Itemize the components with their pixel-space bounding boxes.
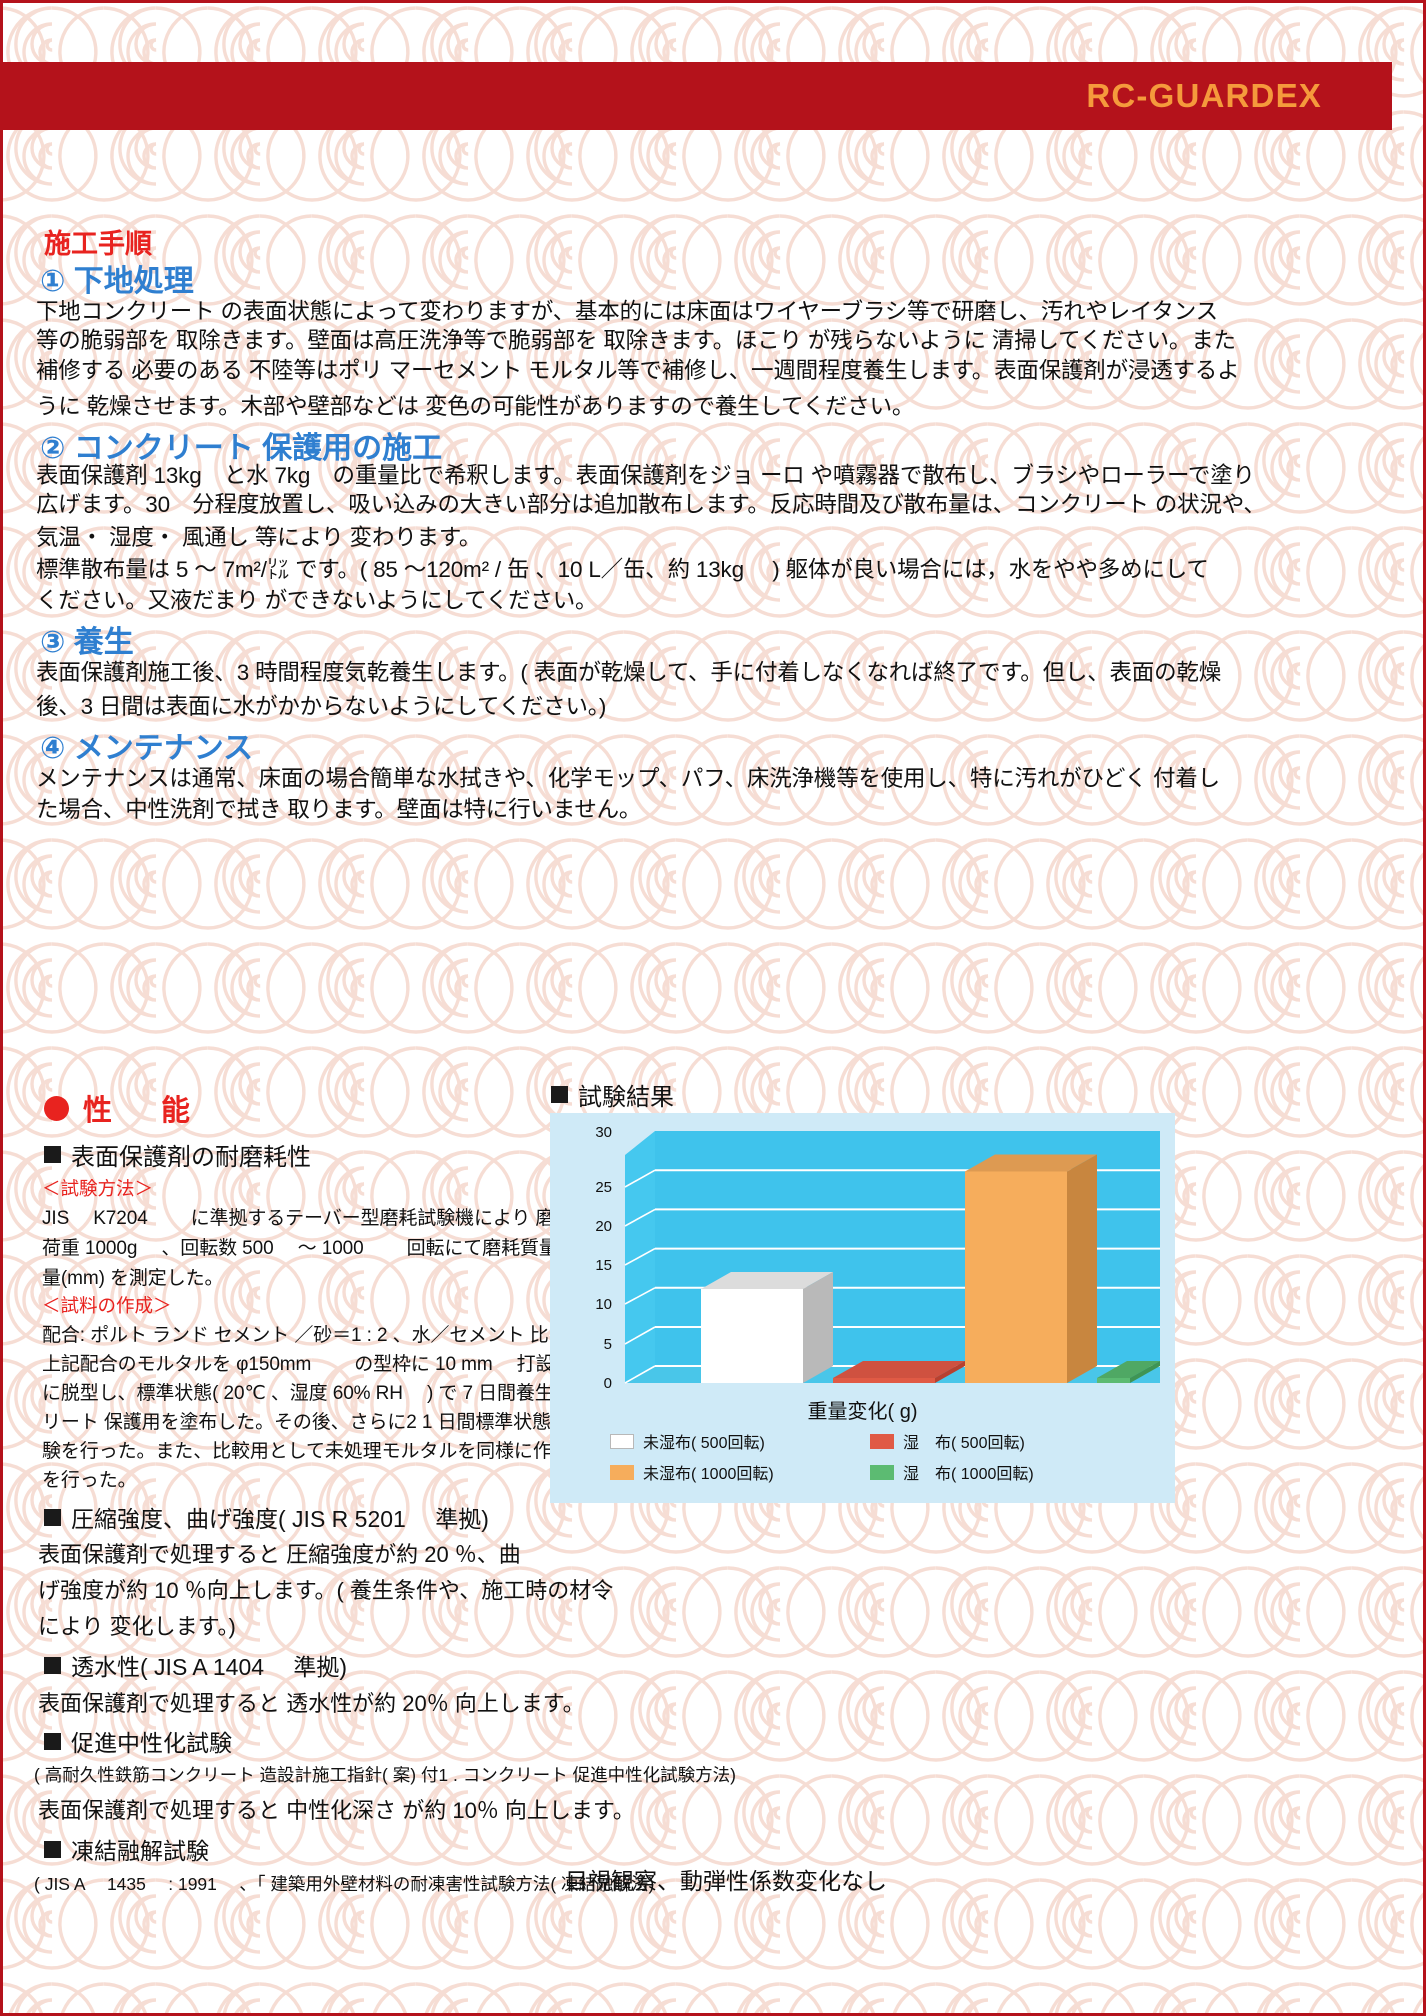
legend-label-1: 湿 布( 500回転) — [903, 1435, 1025, 1452]
y-tick-5: 5 — [604, 1336, 612, 1353]
legend-swatch-orange — [610, 1464, 634, 1480]
step-1-line-1: 下地コンクリート の表面状態によって変わりますが、基本的には床面はワイヤーブラシ… — [36, 299, 1218, 324]
step-2-line-3: 気温・ 湿度・ 風通し 等により 変わります。 — [36, 525, 482, 550]
step-1-line-4: うに 乾燥させます。木部や壁部などは 変色の可能性がありますので養生してください… — [36, 394, 915, 419]
square-bullet-icon — [44, 1840, 61, 1858]
permeability-line-1: 表面保護剤で処理すると 透水性が約 20％ 向上します。 — [38, 1691, 585, 1716]
legend-swatch-red — [870, 1433, 894, 1449]
legend-swatch-white — [610, 1433, 634, 1449]
square-bullet-icon — [44, 1146, 61, 1163]
legend-item-2: 未湿布( 1000回転) — [610, 1460, 870, 1484]
legend-swatch-green — [870, 1464, 894, 1480]
bar-mishifu-1000 — [965, 1154, 1097, 1383]
legend-item-3: 湿 布( 1000回転) — [870, 1460, 1130, 1484]
legend-label-0: 未湿布( 500回転) — [643, 1435, 765, 1452]
performance-title: 性 能 — [83, 1095, 201, 1127]
y-tick-30: 30 — [595, 1124, 612, 1141]
bar-mishifu-500 — [701, 1272, 833, 1383]
strength-line-2: げ強度が約 10 ％向上します。( 養生条件や、施工時の材令 — [38, 1578, 614, 1603]
legend-item-1: 湿 布( 500回転) — [870, 1429, 1130, 1453]
strength-heading: 圧縮強度、曲げ強度( JIS R 5201 準拠) — [44, 1500, 489, 1534]
square-bullet-icon — [44, 1732, 61, 1750]
step-2-line-5: ください。又液だまり ができないようにしてください。 — [36, 588, 598, 613]
step-2-line-2: 広げます。30 分程度放置し、吸い込みの大きい部分は追加散布します。反応時間及び… — [36, 492, 1266, 517]
square-bullet-icon — [44, 1656, 61, 1674]
freeze-thaw-note: ( JIS A 1435 : 1991 、「 建築用外壁材料の耐凍害性試験方法(… — [34, 1874, 655, 1894]
legend-item-0: 未湿布( 500回転) — [610, 1429, 870, 1453]
sample-prep-line-1: 配合: ポルト ランド セメント ／砂＝1 : 2 、水／セメント 比＝ 65 … — [42, 1325, 618, 1346]
square-bullet-icon — [44, 1508, 61, 1526]
strength-line-1: 表面保護剤で処理すると 圧縮強度が約 20 ％、曲 — [38, 1542, 521, 1567]
step-4-line-2: た場合、中性洗剤で拭き 取ります。壁面は特に行いません。 — [36, 797, 642, 822]
legend-label-3: 湿 布( 1000回転) — [903, 1466, 1034, 1483]
square-bullet-icon — [551, 1086, 568, 1103]
freeze-thaw-result: 目視観察、動弾性係数変化なし — [565, 1868, 887, 1894]
chart-section-heading: 試験結果 — [551, 1077, 674, 1112]
y-tick-10: 10 — [595, 1296, 612, 1313]
step-4-line-1: メンテナンスは通常、床面の場合簡単な水拭きや、化学モップ、パフ、床洗浄機等を使用… — [36, 766, 1220, 791]
permeability-heading: 透水性( JIS A 1404 準拠) — [44, 1648, 347, 1682]
y-tick-20: 20 — [595, 1218, 612, 1235]
chart-legend: 未湿布( 500回転) 湿 布( 500回転) 未湿布( 1000回転) 湿 布… — [610, 1429, 1130, 1484]
test-results-chart: 30 25 20 15 10 5 0 — [550, 1113, 1175, 1503]
step-1-line-2: 等の脆弱部を 取除きます。壁面は高圧洗浄等で脆弱部を 取除きます。ほこり が残ら… — [36, 328, 1236, 353]
step-3-line-1: 表面保護剤施工後、3 時間程度気乾養生します。( 表面が乾燥して、手に付着しなく… — [36, 660, 1222, 685]
step-2-line-1: 表面保護剤 13kg と水 7kg の重量比で希釈します。表面保護剤をジョ ーロ… — [36, 463, 1255, 488]
performance-heading: 性 能 — [44, 1087, 200, 1129]
freeze-thaw-heading: 凍結融解試験 — [44, 1832, 209, 1866]
carbonation-line-1: 表面保護剤で処理すると 中性化深さ が約 10％ 向上します。 — [38, 1798, 635, 1823]
test-method-label: ＜試験方法＞ — [42, 1178, 154, 1199]
legend-label-2: 未湿布( 1000回転) — [643, 1466, 774, 1483]
sample-prep-line-6: を行った。 — [42, 1470, 137, 1491]
sample-prep-label: ＜試料の作成＞ — [42, 1295, 172, 1316]
step-3-line-2: 後、3 日間は表面に水がかからないようにしてください。) — [36, 694, 607, 719]
bullet-dot-icon — [44, 1095, 69, 1121]
step-1-line-3: 補修する 必要のある 不陸等はポリ マーセメント モルタル等で補修し、一週間程度… — [36, 358, 1240, 383]
carbonation-note: ( 高耐久性鉄筋コンクリート 造設計施工指針( 案) 付1 . コンクリート 促… — [34, 1765, 736, 1785]
step-2-line-4: 標準散布量は 5 ～ 7m²/㍑ です。( 85 ～120m² / 缶 、10 … — [36, 557, 1209, 582]
chart-x-axis-label: 重量変化( g) — [807, 1401, 918, 1423]
strength-line-3: により 変化します。) — [38, 1614, 236, 1639]
y-tick-0: 0 — [604, 1375, 612, 1392]
carbonation-heading: 促進中性化試験 — [44, 1724, 232, 1758]
y-tick-15: 15 — [595, 1257, 612, 1274]
abrasion-heading: 表面保護剤の耐磨耗性 — [44, 1137, 311, 1172]
y-tick-25: 25 — [595, 1179, 612, 1196]
test-method-line-3: 量(mm) を測定した。 — [42, 1268, 224, 1289]
